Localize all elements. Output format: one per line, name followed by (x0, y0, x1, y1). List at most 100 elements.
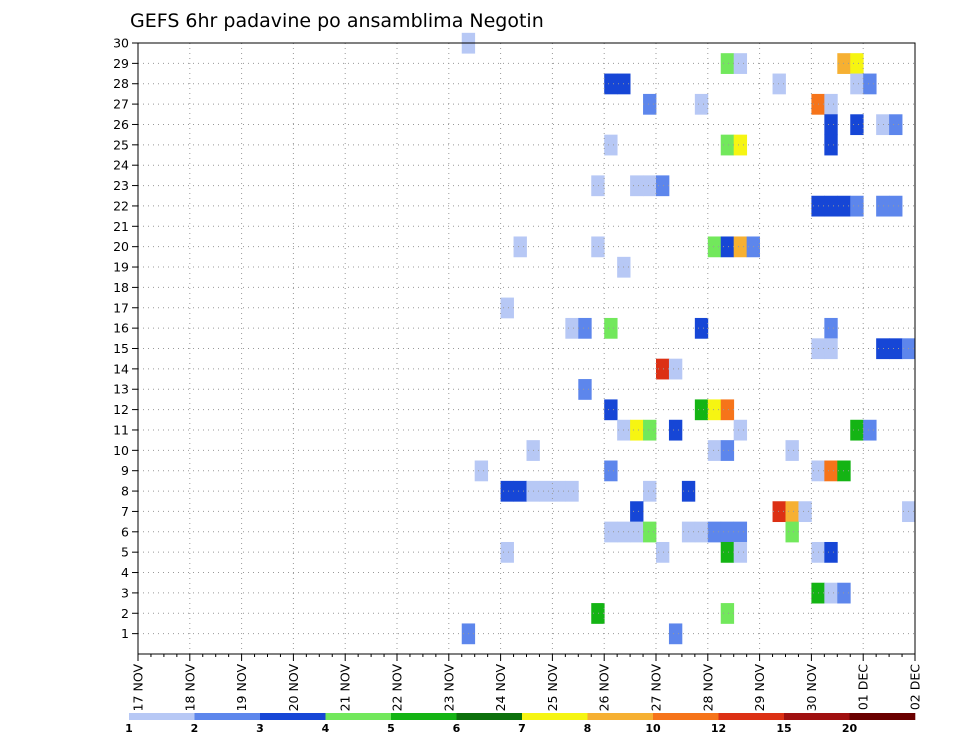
heatmap-cell (630, 419, 644, 441)
heatmap-cell (604, 317, 618, 339)
heatmap-cell (733, 541, 748, 563)
y-tick-label: 22 (113, 198, 129, 213)
heatmap-cell (733, 236, 748, 258)
legend-swatch (325, 713, 392, 720)
y-tick-label: 14 (113, 361, 129, 376)
heatmap-cell (604, 460, 618, 482)
x-tick-label: 20 NOV (286, 664, 301, 712)
heatmap-cell (785, 501, 799, 523)
heatmap-cell (565, 480, 579, 502)
heatmap-cell (720, 53, 735, 74)
legend-swatch (522, 713, 588, 720)
heatmap-cell (604, 399, 618, 421)
heatmap-cell (720, 603, 735, 624)
y-tick-label: 30 (113, 36, 129, 51)
heatmap-cell (694, 521, 709, 543)
y-tick-label: 27 (113, 97, 129, 112)
heatmap-cell (604, 134, 618, 156)
grid-lines (138, 42, 915, 654)
heatmap-cell (552, 480, 566, 502)
heatmap-cell (876, 114, 890, 136)
heatmap-cell (824, 582, 838, 604)
heatmap-cell (850, 53, 864, 74)
x-tick-label: 23 NOV (441, 664, 456, 712)
y-tick-label: 8 (121, 484, 129, 499)
y-tick-label: 6 (121, 524, 129, 539)
legend-label: 5 (387, 722, 395, 735)
y-tick-label: 1 (121, 626, 129, 641)
heatmap-cell (785, 521, 799, 543)
legend-label: 6 (453, 722, 461, 735)
heatmap-cell (733, 134, 748, 156)
heatmap-cell (720, 440, 735, 461)
color-legend: 1 2 3 4 5 6 7 8 10 12 15 20 (125, 713, 916, 735)
x-tick-label: 19 NOV (234, 664, 249, 712)
heatmap-cell (824, 317, 838, 339)
heatmap-cell (863, 419, 877, 441)
heatmap-cell (824, 114, 838, 136)
heatmap-cell (798, 501, 812, 523)
heatmap-cell (656, 358, 670, 380)
y-tick-label: 9 (121, 463, 129, 478)
legend-swatch (260, 713, 326, 720)
heatmap-cell (824, 93, 838, 115)
y-tick-label: 13 (113, 382, 129, 397)
heatmap-cells (461, 32, 916, 645)
heatmap-cell (824, 541, 838, 563)
heatmap-cell (643, 480, 657, 502)
heatmap-cell (824, 338, 838, 360)
heatmap-cell (720, 521, 735, 543)
heatmap-cell (824, 195, 838, 217)
legend-swatch (587, 713, 654, 720)
heatmap-cell (785, 440, 799, 461)
heatmap-cell (500, 541, 514, 563)
heatmap-cell (876, 195, 890, 217)
x-tick-label: 28 NOV (700, 664, 715, 712)
heatmap-cell (707, 399, 722, 421)
heatmap-cell (772, 501, 786, 523)
heatmap-cell (707, 521, 722, 543)
heatmap-cell (889, 195, 903, 217)
heatmap-cell (694, 317, 709, 339)
heatmap-cell (876, 338, 890, 360)
y-tick-label: 7 (121, 504, 129, 519)
y-tick-label: 17 (113, 300, 129, 315)
heatmap-cell (513, 480, 527, 502)
heatmap-cell (630, 501, 644, 523)
y-tick-label: 20 (113, 239, 129, 254)
heatmap-cell (824, 134, 838, 156)
y-tick-label: 29 (113, 56, 129, 71)
legend-swatch (784, 713, 850, 720)
y-tick-label: 11 (113, 422, 129, 437)
x-tick-label: 22 NOV (390, 664, 405, 712)
heatmap-cell (707, 440, 722, 461)
y-tick-label: 2 (121, 606, 129, 621)
heatmap-cell (733, 521, 748, 543)
heatmap-cell (733, 53, 748, 74)
y-tick-label: 24 (113, 158, 129, 173)
x-tick-label: 21 NOV (338, 664, 353, 712)
heatmap-cell (578, 379, 592, 400)
heatmap-cell (604, 73, 618, 95)
heatmap-cell (591, 175, 605, 197)
legend-swatch (456, 713, 523, 720)
heatmap-cell (850, 73, 864, 95)
y-tick-label: 23 (113, 178, 129, 193)
y-tick-label: 18 (113, 280, 129, 295)
y-tick-label: 15 (113, 341, 129, 356)
legend-swatch (129, 713, 195, 720)
x-tick-label: 29 NOV (752, 664, 767, 712)
legend-label: 2 (191, 722, 199, 735)
y-tick-label: 19 (113, 260, 129, 275)
heatmap-cell (707, 236, 722, 258)
heatmap-cell (850, 195, 864, 217)
legend-label: 12 (711, 722, 726, 735)
x-tick-label: 24 NOV (493, 664, 508, 712)
heatmap-cell (604, 521, 618, 543)
heatmap-cell (850, 419, 864, 441)
heatmap-cell (643, 419, 657, 441)
y-tick-label: 10 (113, 443, 129, 458)
x-tick-label: 17 NOV (131, 664, 146, 712)
legend-swatch (849, 713, 916, 720)
